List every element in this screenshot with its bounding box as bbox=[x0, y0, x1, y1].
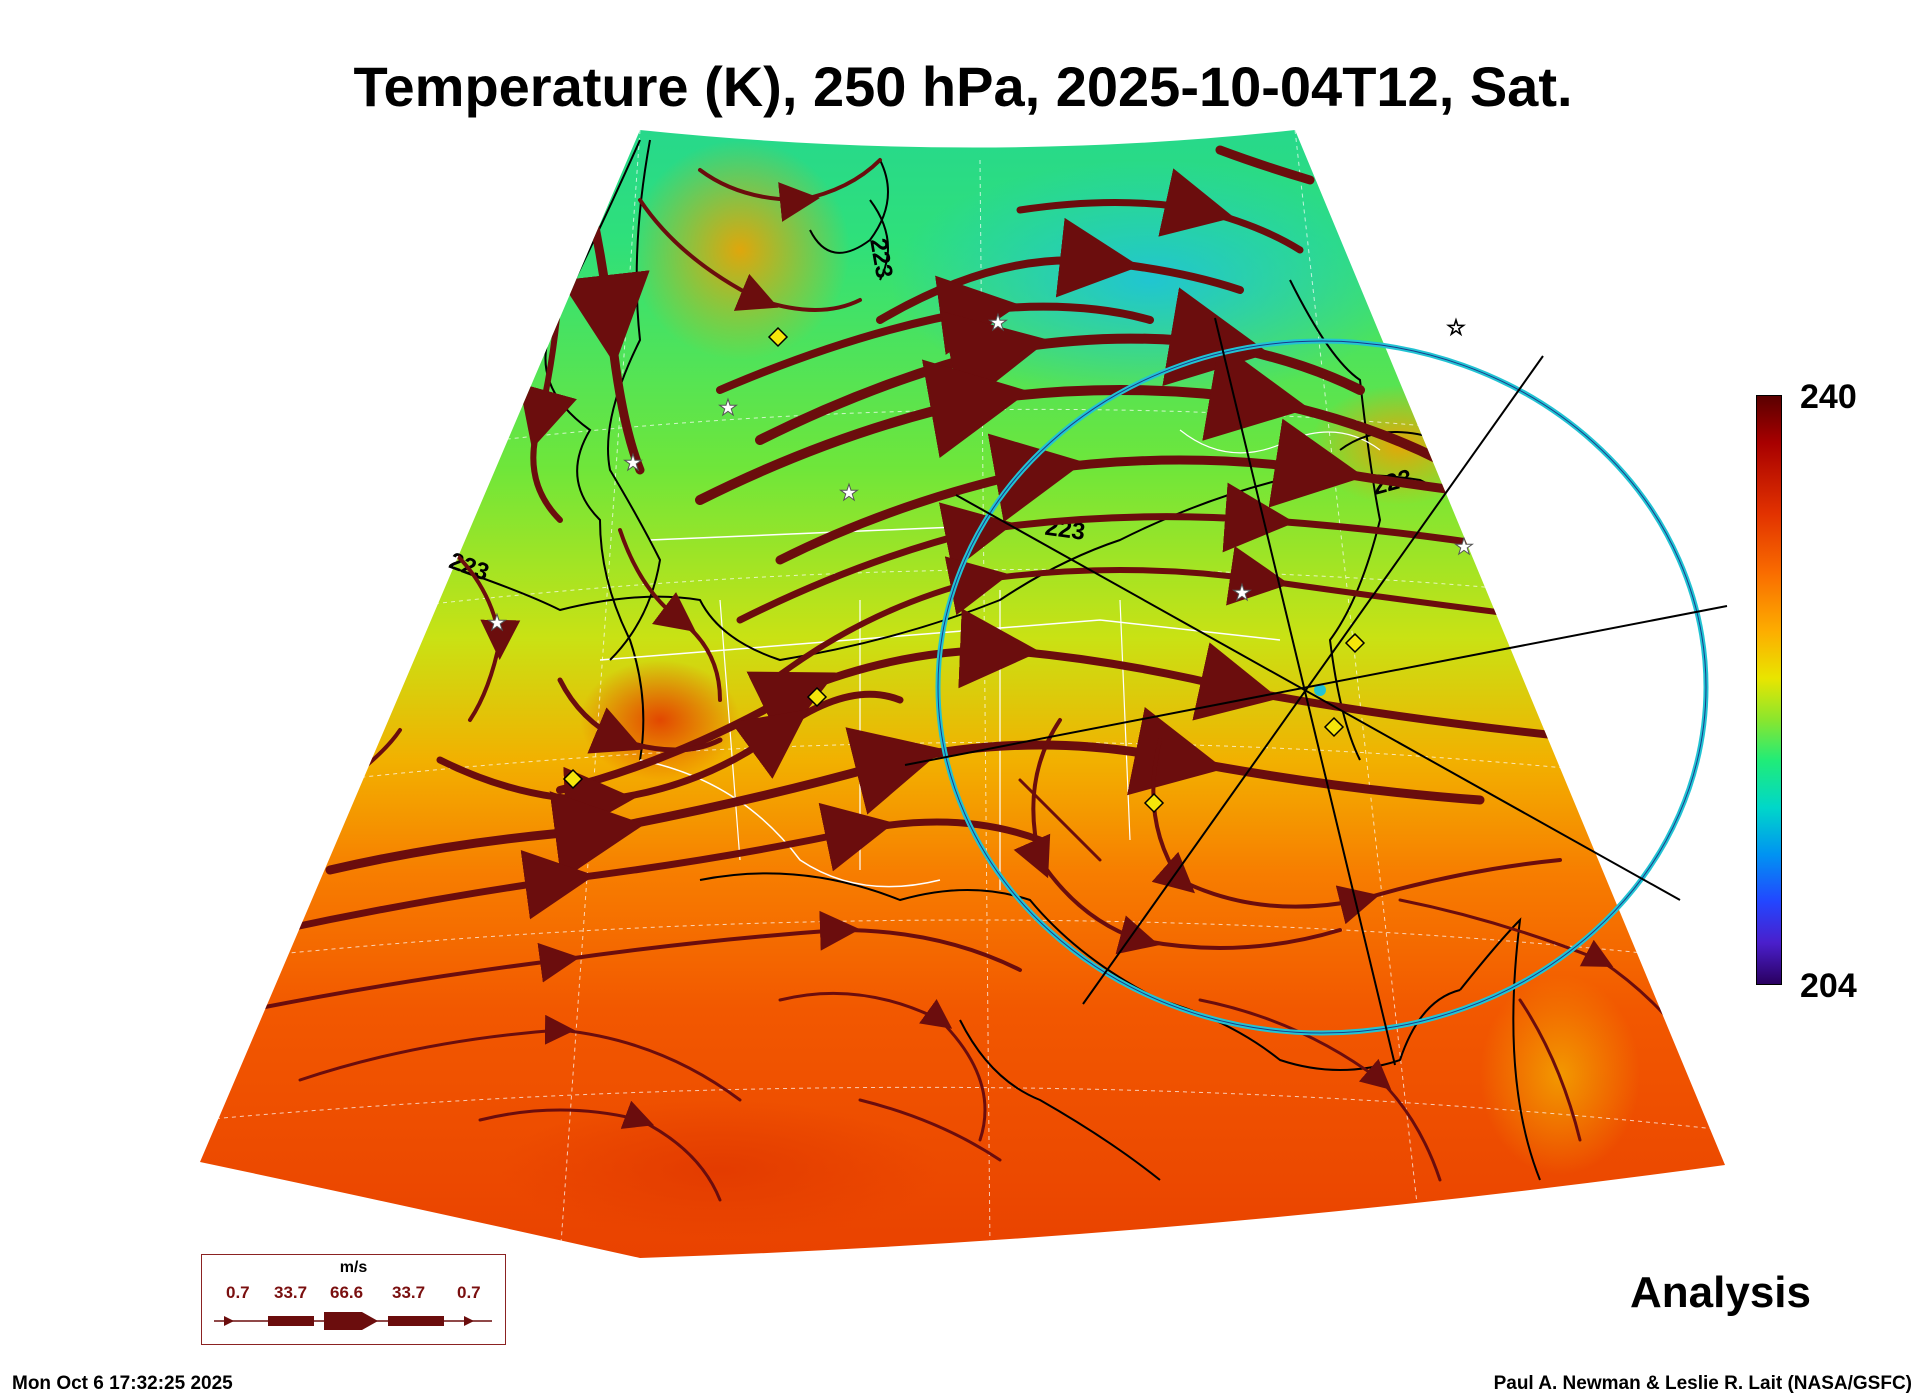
svg-text:★: ★ bbox=[623, 451, 643, 476]
wind-legend-value: 33.7 bbox=[392, 1283, 426, 1302]
svg-text:★: ★ bbox=[988, 311, 1008, 336]
cross-lines bbox=[904, 317, 1728, 1066]
svg-text:★: ★ bbox=[1232, 581, 1252, 606]
wind-speed-legend: m/s 0.7 33.7 66.6 33.7 0.7 bbox=[201, 1254, 506, 1345]
svg-text:★: ★ bbox=[718, 396, 738, 421]
svg-text:★: ★ bbox=[487, 611, 507, 636]
colorbar bbox=[1756, 395, 1782, 985]
star-markers: ★ ★ ★ ★ ★ ★ ★ ☆ bbox=[487, 311, 1475, 637]
render-timestamp: Mon Oct 6 17:32:25 2025 bbox=[12, 1373, 233, 1394]
credit-line: Paul A. Newman & Leslie R. Lait (NASA/GS… bbox=[1493, 1373, 1912, 1394]
wind-streamlines bbox=[248, 145, 1702, 1202]
diamond-markers bbox=[562, 326, 1366, 814]
product-label: Analysis bbox=[1630, 1268, 1811, 1317]
colorbar-min-label: 204 bbox=[1800, 967, 1857, 1005]
wind-legend-value: 0.7 bbox=[226, 1283, 250, 1302]
wind-legend-value: 66.6 bbox=[330, 1283, 364, 1302]
wind-legend-value: 0.7 bbox=[457, 1283, 481, 1302]
colorbar-max-label: 240 bbox=[1800, 378, 1857, 416]
wind-unit-label: m/s bbox=[339, 1259, 368, 1276]
range-ring bbox=[935, 338, 1709, 1036]
svg-text:★: ★ bbox=[839, 481, 859, 506]
wind-legend-value: 33.7 bbox=[274, 1283, 308, 1302]
map-title: Temperature (K), 250 hPa, 2025-10-04T12,… bbox=[353, 55, 1573, 118]
svg-text:★: ★ bbox=[1454, 535, 1474, 560]
wind-legend-arrow bbox=[214, 1312, 492, 1330]
svg-text:☆: ☆ bbox=[1446, 316, 1466, 341]
